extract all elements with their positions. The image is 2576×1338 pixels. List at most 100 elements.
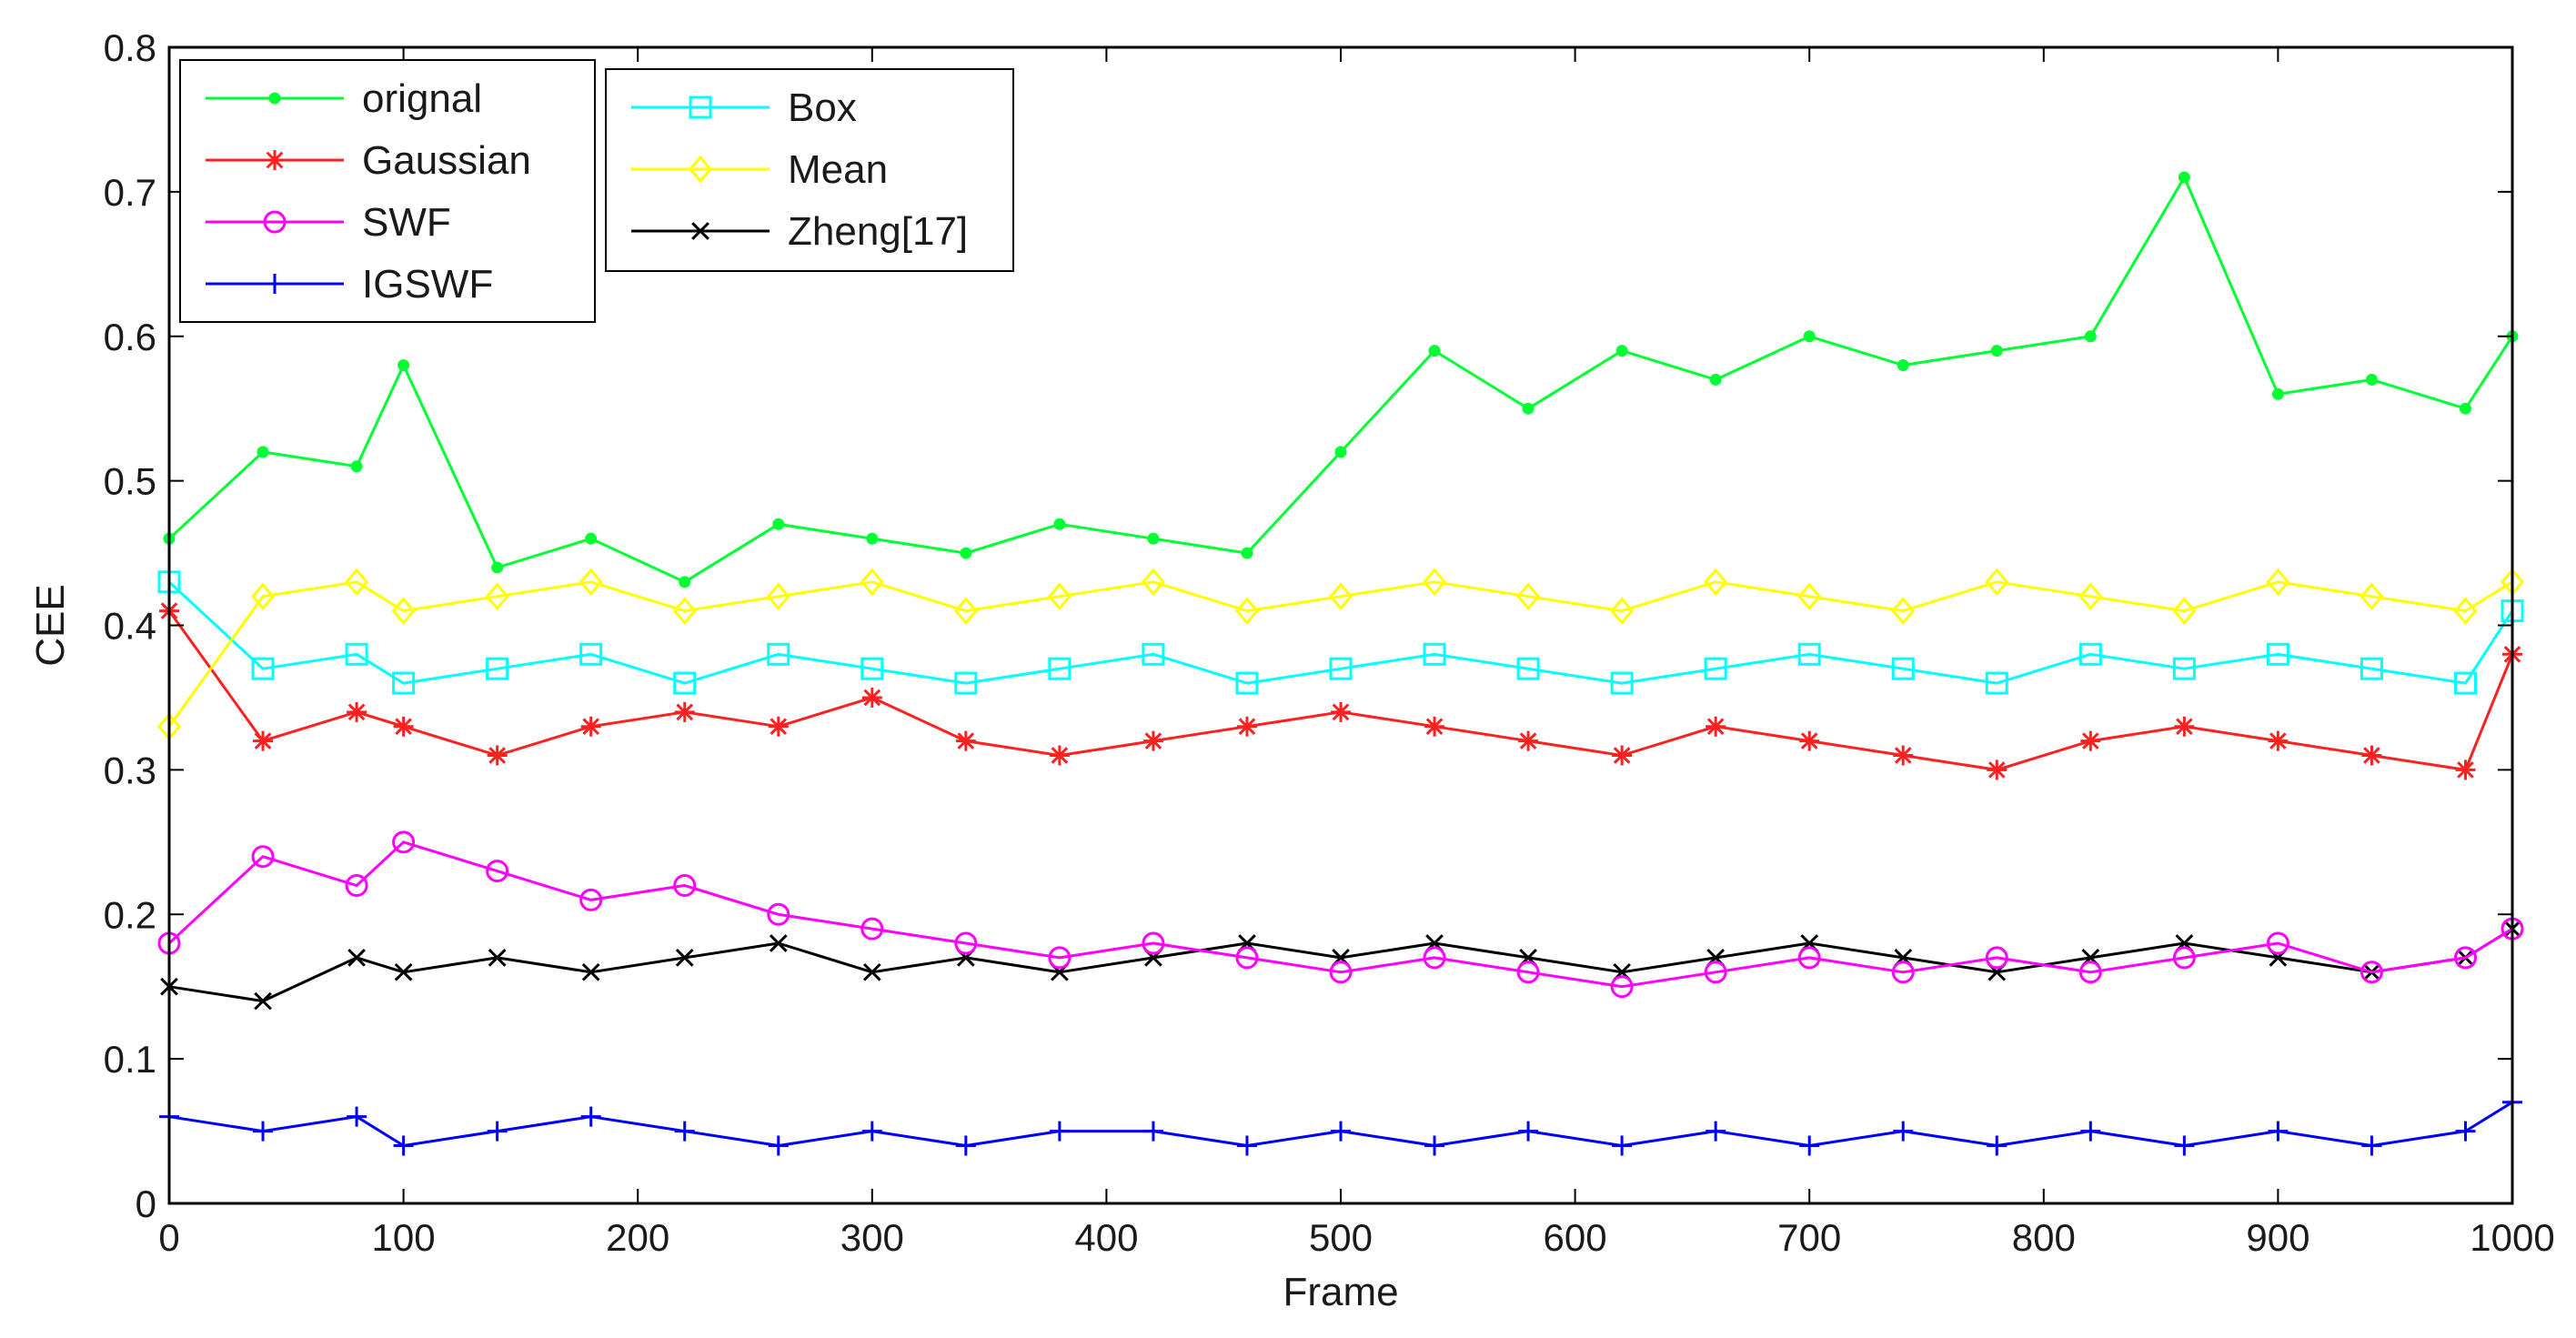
data-point	[2360, 582, 2384, 611]
data-point	[1428, 345, 1441, 357]
data-point	[1331, 701, 1351, 722]
data-point	[579, 642, 603, 666]
data-point	[350, 460, 363, 473]
data-point	[1423, 946, 1446, 970]
data-point	[2172, 597, 2197, 625]
data-point	[767, 902, 790, 926]
legend-entry: Gaussian	[206, 138, 531, 183]
data-point	[2084, 330, 2097, 343]
data-point	[1891, 597, 1916, 625]
data-point	[1893, 745, 1914, 766]
data-point	[1987, 1135, 2007, 1156]
data-point	[1235, 946, 1259, 970]
data-point	[674, 701, 695, 722]
data-point	[1142, 642, 1165, 666]
data-point	[2080, 730, 2101, 751]
series-line	[167, 840, 2513, 989]
data-point	[2078, 961, 2102, 984]
legend-marker	[691, 222, 709, 240]
data-point	[1048, 946, 1072, 970]
data-point	[1704, 657, 1727, 680]
data-point	[1423, 568, 1447, 597]
data-point	[257, 446, 269, 458]
data-point	[769, 934, 788, 952]
data-point	[1612, 1135, 1633, 1156]
data-point	[1518, 730, 1539, 751]
legend-box-1	[179, 59, 596, 323]
data-point	[1329, 657, 1353, 680]
data-point	[1522, 402, 1535, 415]
x-tick-label: 100	[372, 1216, 436, 1259]
data-point	[251, 845, 275, 869]
legend-label: Mean	[788, 147, 888, 192]
y-tick-label: 0.1	[104, 1038, 156, 1081]
data-point	[860, 917, 884, 941]
data-point	[1241, 547, 1253, 559]
data-point	[2271, 387, 2284, 400]
data-point	[488, 949, 507, 967]
data-point	[766, 582, 790, 611]
data-point	[1329, 582, 1353, 611]
data-point	[251, 657, 275, 680]
legend-marker	[689, 96, 712, 119]
data-point	[2455, 760, 2476, 780]
legend-marker	[689, 155, 712, 184]
data-point	[2360, 961, 2383, 984]
data-point	[1704, 568, 1728, 597]
data-point	[1518, 1121, 1539, 1142]
data-point	[1334, 446, 1347, 458]
data-point	[487, 1121, 508, 1142]
data-point	[2268, 730, 2289, 751]
data-point	[2453, 597, 2478, 625]
data-point	[585, 532, 598, 545]
data-point	[679, 576, 691, 589]
data-point	[673, 671, 697, 695]
x-tick-label: 900	[2246, 1216, 2309, 1259]
data-point	[393, 1135, 414, 1156]
data-point	[2268, 1121, 2289, 1142]
data-point	[1891, 657, 1915, 680]
series-line	[167, 580, 2514, 685]
data-point	[1236, 1135, 1257, 1156]
data-point	[2174, 1135, 2195, 1156]
data-point	[345, 642, 368, 666]
data-point	[860, 568, 884, 597]
data-point	[674, 1121, 695, 1142]
data-point	[1893, 1121, 1914, 1142]
series-mean	[157, 568, 2524, 741]
x-tick-label: 400	[1074, 1216, 1138, 1259]
data-point	[1516, 961, 1540, 984]
data-point	[580, 1106, 601, 1127]
series-layer	[157, 171, 2524, 1156]
data-point	[2174, 716, 2195, 737]
data-point	[1047, 582, 1072, 611]
data-point	[2266, 931, 2289, 955]
data-point	[2361, 1135, 2382, 1156]
data-point	[1049, 1121, 1070, 1142]
legend-entry: Mean	[631, 147, 888, 192]
data-point	[2453, 946, 2477, 970]
data-point	[1797, 582, 1822, 611]
data-point	[866, 532, 879, 545]
data-point	[1797, 946, 1821, 970]
data-point	[1331, 1121, 1351, 1142]
x-tick-label: 500	[1309, 1216, 1373, 1259]
data-point	[672, 597, 697, 625]
data-point	[251, 582, 276, 611]
data-point	[2078, 582, 2103, 611]
data-point	[1897, 359, 1909, 372]
data-point	[345, 873, 368, 897]
y-tick-label: 0.7	[104, 171, 156, 214]
data-point	[1141, 568, 1165, 597]
data-point	[1424, 716, 1445, 737]
data-point	[1053, 518, 1066, 530]
data-point	[487, 745, 508, 766]
data-point	[253, 730, 274, 751]
data-point	[861, 1121, 882, 1142]
x-tick-label: 800	[2012, 1216, 2076, 1259]
data-point	[2266, 568, 2290, 597]
data-point	[579, 888, 603, 911]
legend-entry: Zheng[17]	[631, 209, 968, 254]
data-point	[486, 657, 509, 680]
